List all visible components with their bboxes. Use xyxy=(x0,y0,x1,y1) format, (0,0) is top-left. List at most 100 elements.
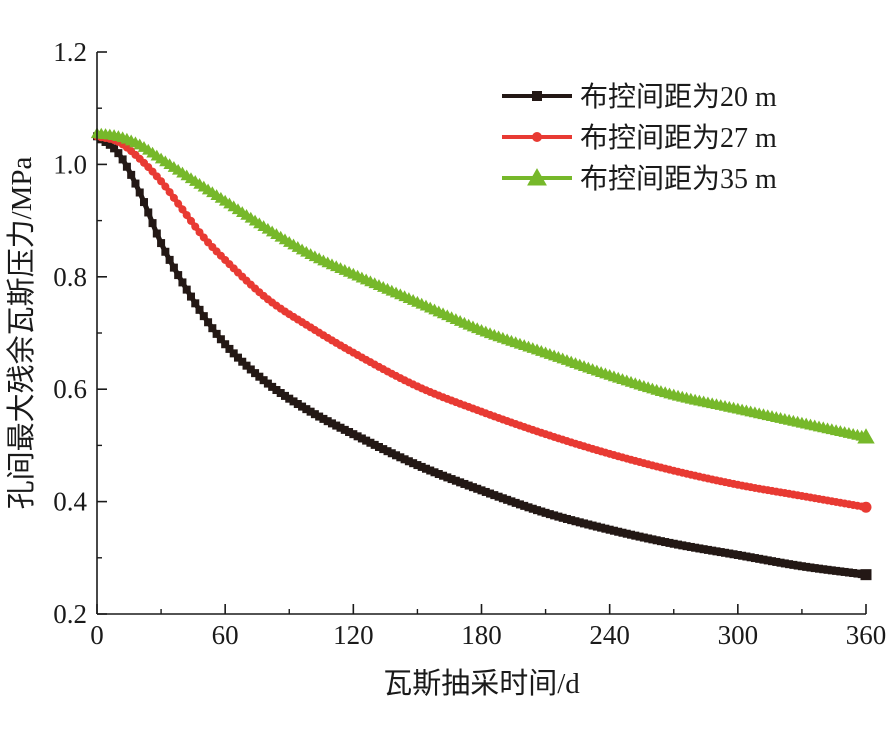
y-tick-label: 1.0 xyxy=(53,149,87,179)
data-point xyxy=(238,357,247,366)
data-point xyxy=(400,455,409,464)
data-point xyxy=(310,410,319,419)
data-point xyxy=(644,534,653,543)
data-point xyxy=(157,239,166,248)
data-point xyxy=(507,497,516,506)
data-point xyxy=(725,549,734,558)
data-point xyxy=(169,263,178,272)
data-point xyxy=(806,563,815,572)
x-ticks: 0 60 120 180 240 300 360 xyxy=(90,604,886,650)
data-point xyxy=(161,247,170,256)
data-point xyxy=(434,470,443,479)
data-point xyxy=(152,229,161,238)
data-point xyxy=(691,543,700,552)
data-point xyxy=(165,188,174,197)
data-point xyxy=(139,198,148,207)
data-point xyxy=(528,504,537,513)
data-point xyxy=(545,510,554,519)
series-1 xyxy=(93,132,872,581)
data-point xyxy=(537,507,546,516)
data-point xyxy=(255,372,264,381)
data-point xyxy=(776,558,785,567)
data-point xyxy=(652,536,661,545)
data-point xyxy=(729,550,738,559)
data-point xyxy=(669,539,678,548)
data-point xyxy=(208,324,217,333)
data-point xyxy=(627,530,636,539)
data-point xyxy=(742,552,751,561)
data-point xyxy=(366,438,375,447)
data-point xyxy=(550,511,559,520)
data-point xyxy=(186,216,195,225)
data-point xyxy=(349,430,358,439)
data-point xyxy=(280,391,289,400)
data-point xyxy=(622,529,631,538)
data-point xyxy=(199,312,208,321)
data-point xyxy=(780,559,789,568)
data-point xyxy=(703,545,712,554)
data-point xyxy=(186,292,195,301)
y-tick-label: 0.4 xyxy=(53,487,87,517)
data-point xyxy=(204,318,213,327)
data-point xyxy=(451,476,460,485)
data-point xyxy=(221,340,230,349)
data-point xyxy=(815,564,824,573)
data-point xyxy=(460,479,469,488)
data-point xyxy=(532,91,542,101)
data-point xyxy=(857,428,875,444)
data-point xyxy=(558,513,567,522)
data-point xyxy=(678,541,687,550)
legend-item-1: 布控间距为20 m xyxy=(502,81,777,113)
data-point xyxy=(844,568,853,577)
legend-item-3: 布控间距为35 m xyxy=(502,163,777,195)
legend-label: 布控间距为20 m xyxy=(580,81,777,113)
data-point xyxy=(345,428,354,437)
data-point xyxy=(263,379,272,388)
data-point xyxy=(114,149,123,158)
data-point xyxy=(268,382,277,391)
data-point xyxy=(122,162,131,171)
data-point xyxy=(169,193,178,202)
data-point xyxy=(527,168,547,186)
legend-label: 布控间距为27 m xyxy=(580,122,777,154)
data-point xyxy=(810,564,819,573)
data-point xyxy=(315,412,324,421)
y-tick-label: 0.8 xyxy=(53,262,87,292)
data-point xyxy=(251,369,260,378)
data-point xyxy=(618,528,627,537)
data-point xyxy=(498,494,507,503)
data-point xyxy=(614,527,623,536)
data-point xyxy=(127,170,136,179)
data-point xyxy=(396,453,405,462)
data-point xyxy=(216,335,225,344)
series-2 xyxy=(93,132,872,513)
data-point xyxy=(609,526,618,535)
data-point xyxy=(849,569,858,578)
data-point xyxy=(178,278,187,287)
data-point xyxy=(439,471,448,480)
data-point xyxy=(524,503,533,512)
legend-label: 布控间距为35 m xyxy=(580,163,777,195)
data-point xyxy=(631,531,640,540)
data-point xyxy=(772,557,781,566)
data-point xyxy=(639,533,648,542)
data-point xyxy=(426,466,435,475)
data-point xyxy=(118,155,127,164)
data-point xyxy=(417,462,426,471)
data-point xyxy=(656,537,665,546)
data-point xyxy=(733,550,742,559)
y-tick-label: 1.2 xyxy=(53,37,87,67)
data-point xyxy=(387,449,396,458)
data-point xyxy=(580,519,589,528)
data-point xyxy=(827,566,836,575)
data-point xyxy=(182,285,191,294)
data-point xyxy=(768,557,777,566)
data-point xyxy=(588,521,597,530)
data-point xyxy=(161,182,170,191)
data-point xyxy=(319,414,328,423)
data-point xyxy=(383,447,392,456)
data-point xyxy=(721,548,730,557)
data-point xyxy=(554,512,563,521)
data-point xyxy=(481,487,490,496)
data-point xyxy=(374,442,383,451)
